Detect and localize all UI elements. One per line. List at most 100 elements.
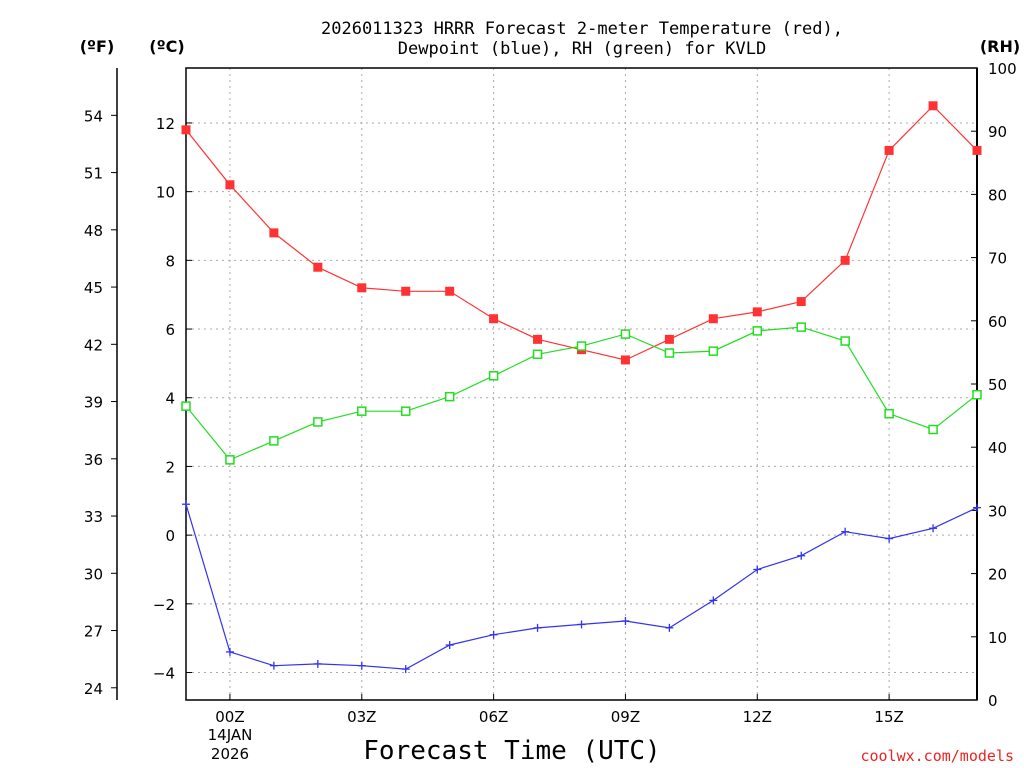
temperature-point [489,314,499,324]
dewpoint-point [929,524,938,533]
temperature-point [796,297,806,307]
rh-point [313,417,323,427]
dewpoint-point [753,565,762,574]
dewpoint-point [797,551,806,560]
fahrenheit-tick-label: 54 [84,107,103,125]
rh-point [796,322,806,332]
temperature-point [752,307,762,317]
plot-frame [185,67,978,701]
date-label-year: 2026 [211,745,249,763]
dewpoint-point [313,659,322,668]
fahrenheit-tick-label: 30 [84,565,103,583]
series-group [181,101,982,674]
rh-point [620,329,631,339]
celsius-tick-label: 8 [165,252,175,270]
rh-tick-label: 0 [988,692,998,710]
celsius-tick-label: 10 [156,184,175,202]
rh-point [884,408,894,419]
temperature-point [225,180,235,190]
rh-point [400,406,411,416]
rh-point [576,341,587,351]
fahrenheit-axis-unit: (ºF) [80,37,115,56]
rh-point [664,348,675,358]
chart-title-line1: 2026011323 HRRR Forecast 2-meter Tempera… [321,19,843,39]
temperature-point [972,145,982,155]
x-tick-label: 00Z [215,708,244,726]
fahrenheit-tick-label: 39 [84,394,103,412]
temperature-point [533,334,543,344]
rh-tick-label: 80 [988,186,1007,204]
credit-link[interactable]: coolwx.com/models [860,747,1014,765]
grid [186,68,977,700]
dewpoint-point [709,596,718,605]
rh-point [752,326,763,336]
rh-tick-label: 70 [988,250,1007,268]
temperature-point [928,101,938,111]
rh-point [444,391,455,402]
temperature-point [884,145,894,155]
dewpoint-point [665,623,674,632]
dewpoint-point [225,647,234,656]
rh-tick-label: 60 [988,313,1007,331]
rh-point [181,401,191,411]
rh-tick-label: 30 [988,502,1007,520]
dewpoint-point [841,527,850,536]
temperature-point [269,228,279,238]
temperature-point [181,125,191,135]
dewpoint-point [269,661,278,670]
x-tick-label: 15Z [874,708,903,726]
fahrenheit-tick-label: 36 [84,451,103,469]
celsius-tick-label: −2 [153,596,175,614]
temperature-point [357,283,367,293]
fahrenheit-tick-label: 42 [84,336,103,354]
dewpoint-point [533,623,542,632]
x-tick-label: 06Z [479,708,508,726]
fahrenheit-tick-label: 45 [84,279,103,297]
temperature-point [664,334,674,344]
fahrenheit-tick-label: 48 [84,222,103,240]
x-tick-label: 03Z [347,708,376,726]
celsius-tick-label: −4 [153,665,175,683]
rh-point [488,371,499,381]
temperature-point [401,286,411,296]
rh-tick-label: 90 [988,123,1007,141]
dewpoint-point [577,620,586,629]
celsius-tick-label: 6 [165,321,175,339]
celsius-axis-unit: (ºC) [149,37,184,56]
dewpoint-point [489,630,498,639]
rh-point [357,406,367,416]
dewpoint-point [445,641,454,650]
rh-point [972,389,982,400]
temperature-point [313,262,323,272]
rh-tick-label: 40 [988,439,1007,457]
rh-tick-label: 100 [988,60,1017,78]
dewpoint-point [182,500,190,509]
rh-point [840,336,850,346]
dewpoint-point [885,534,894,543]
rh-tick-label: 50 [988,376,1007,394]
chart-title-line2: Dewpoint (blue), RH (green) for KVLD [398,39,766,59]
celsius-tick-label: 0 [165,527,175,545]
date-label-day: 14JAN [208,726,253,744]
fahrenheit-tick-label: 51 [84,165,103,183]
x-tick-label: 09Z [611,708,640,726]
fahrenheit-tick-label: 24 [84,680,103,698]
dewpoint-point [973,503,981,512]
celsius-tick-label: 2 [165,458,175,476]
fahrenheit-tick-label: 33 [84,508,103,526]
fahrenheit-tick-label: 27 [84,623,103,641]
rh-tick-label: 10 [988,629,1007,647]
rh-point [532,349,543,360]
temperature-point [708,314,718,324]
series-line-dewpoint [185,504,978,670]
rh-tick-label: 20 [988,566,1007,584]
temperature-point [840,255,850,265]
celsius-tick-label: 12 [156,115,175,133]
x-tick-label: 12Z [743,708,772,726]
series-line-temperature [185,104,978,361]
celsius-tick-label: 4 [165,390,175,408]
rh-point [225,455,235,465]
dewpoint-point [357,661,366,670]
dewpoint-point [401,665,410,674]
